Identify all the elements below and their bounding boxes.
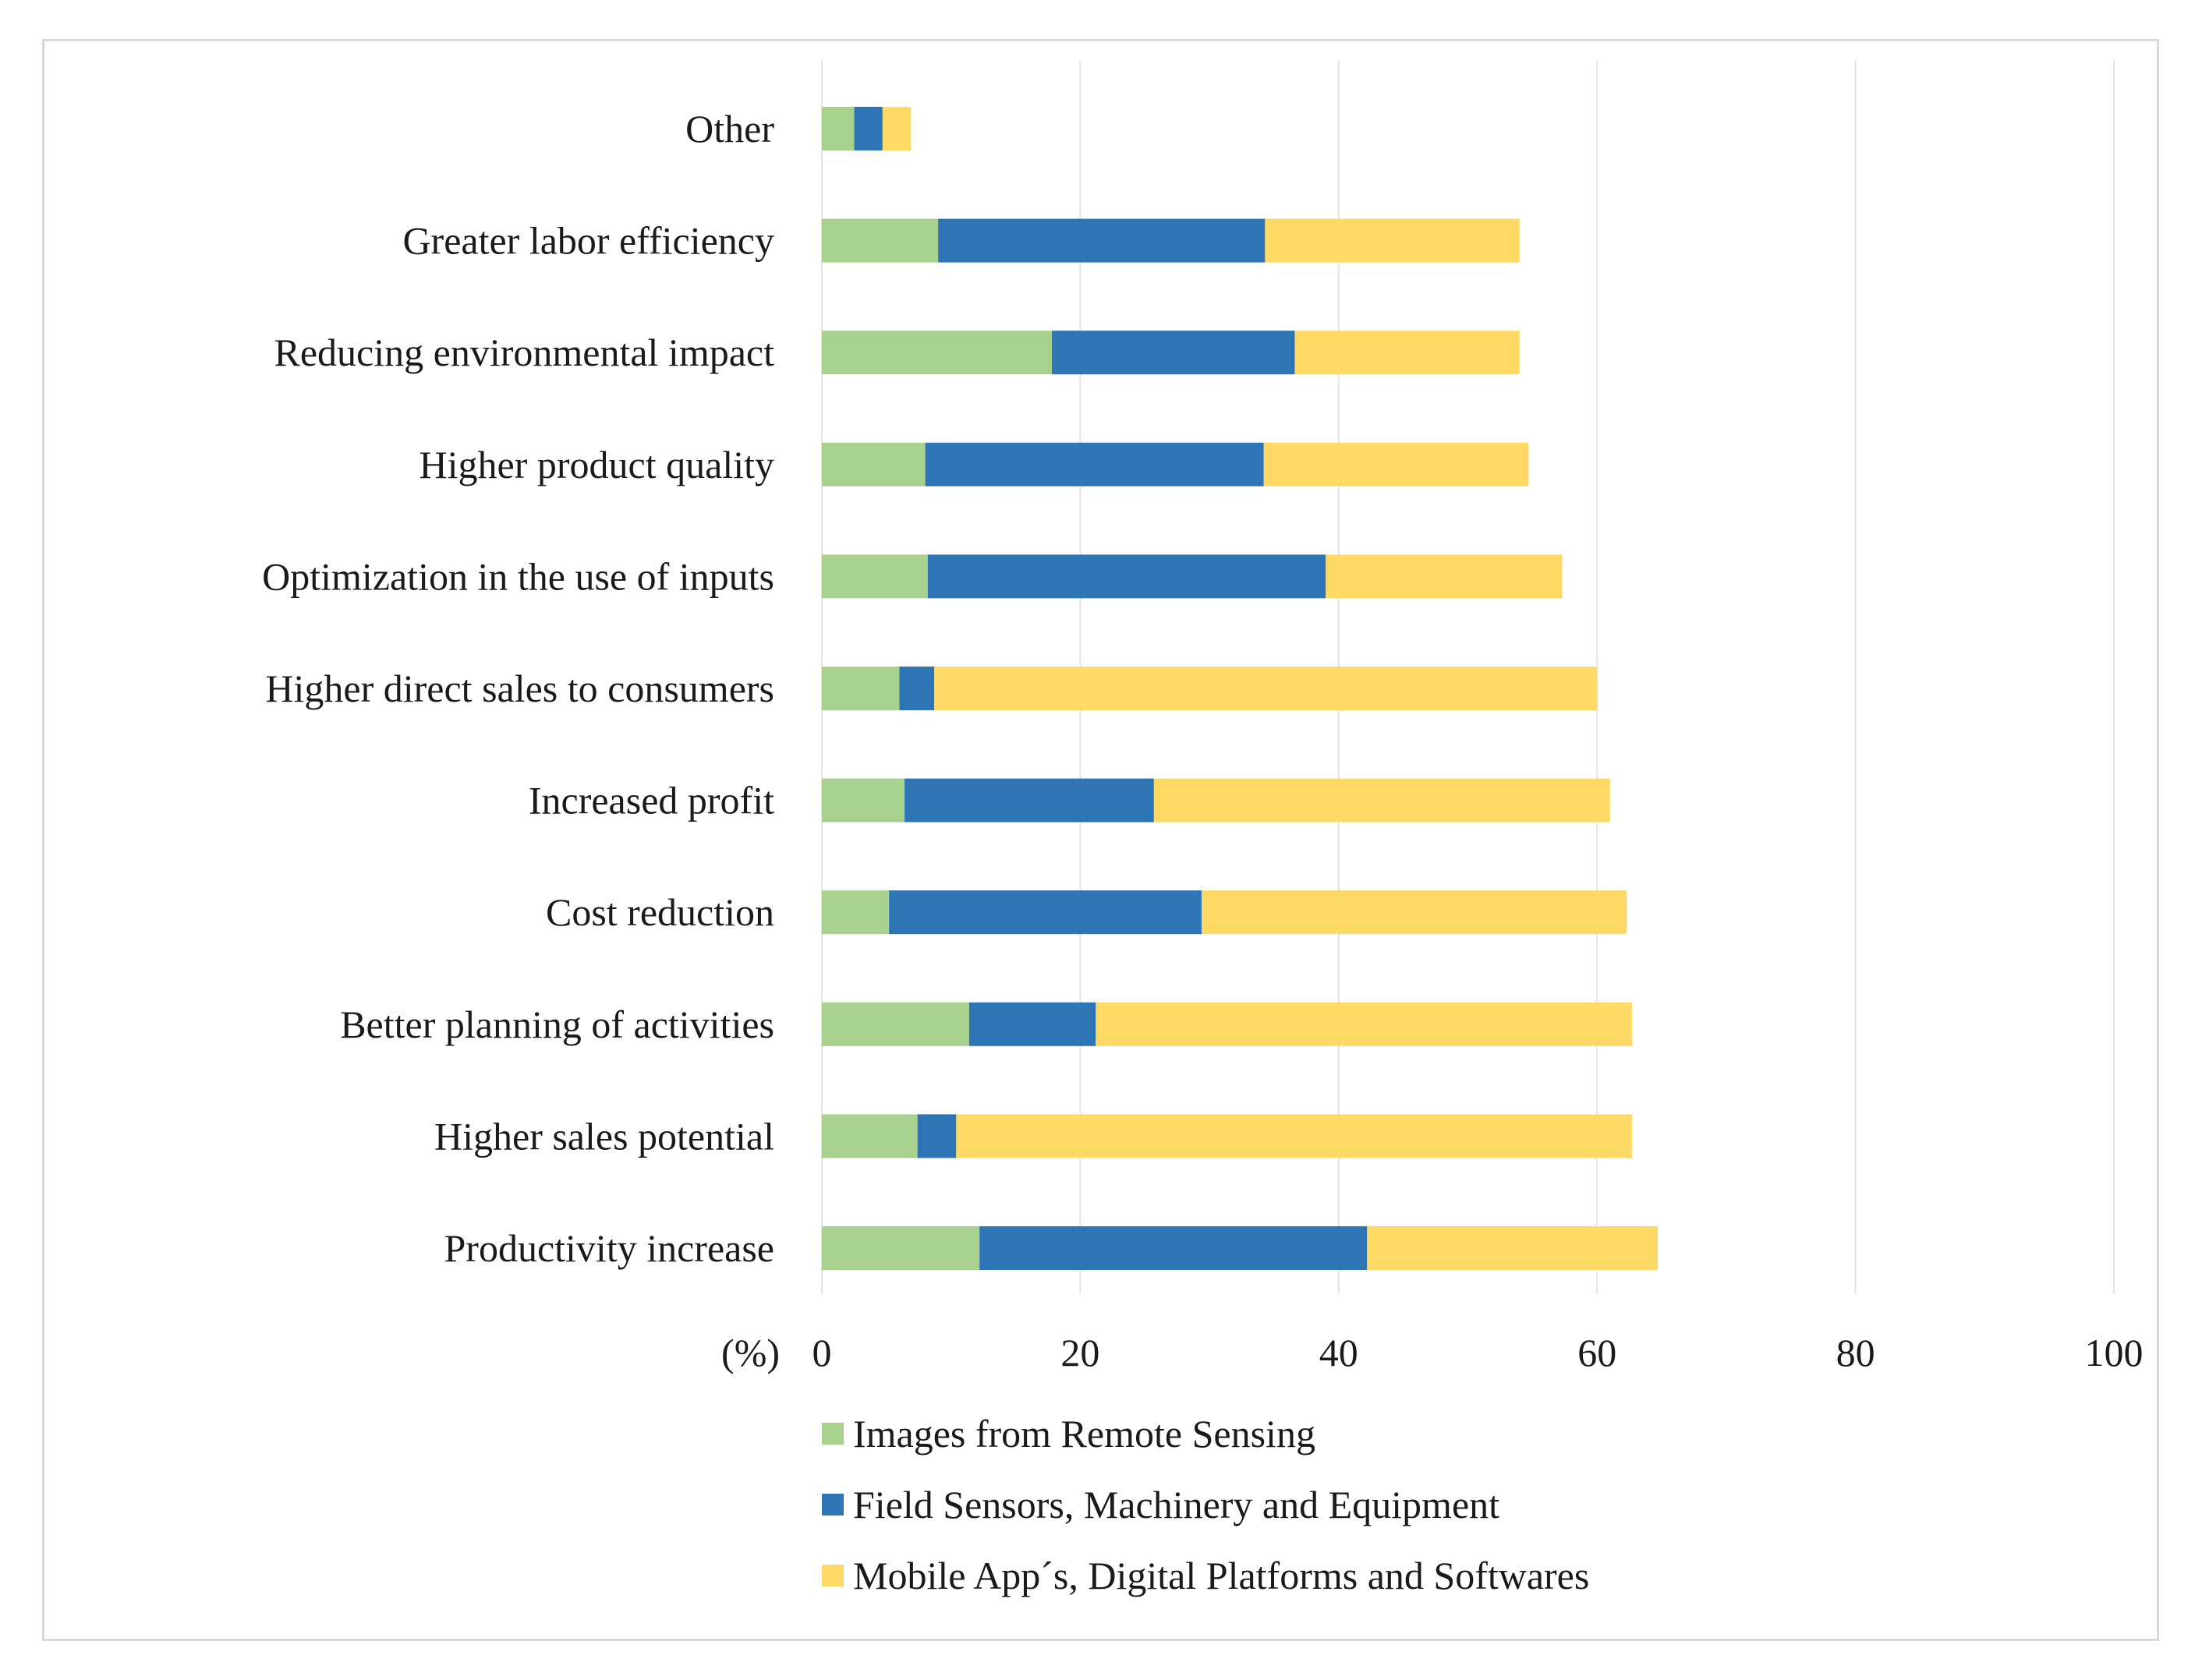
legend-swatch — [822, 1494, 844, 1516]
bar-segment-2-cat-6 — [899, 667, 935, 710]
legend-swatch — [822, 1423, 844, 1445]
legend-label: Field Sensors, Machinery and Equipment — [853, 1483, 1499, 1526]
x-tick-label: 40 — [1319, 1331, 1358, 1374]
bars — [822, 107, 1659, 1270]
category-label: Higher sales potential — [434, 1114, 774, 1158]
x-axis-ticks: 0 20 40 60 80 100 — [813, 1331, 2144, 1374]
legend: Images from Remote Sensing Field Sensors,… — [822, 1412, 1589, 1597]
bar-segment-2-cat-3 — [968, 1002, 1096, 1046]
bar-segment-1-cat-2 — [822, 1114, 918, 1158]
bar-segment-1-cat-7 — [822, 554, 928, 599]
bar-segment-3-cat-5 — [1153, 778, 1610, 822]
bar-segment-2-cat-9 — [1051, 331, 1295, 375]
bar-segment-2-cat-8 — [925, 442, 1264, 486]
gridlines — [821, 61, 2115, 1294]
bar-segment-3-cat-8 — [1263, 442, 1529, 486]
bar-segment-3-cat-11 — [882, 107, 912, 150]
category-label: Greater labor efficiency — [402, 219, 774, 263]
bar-segment-2-cat-11 — [854, 107, 883, 150]
bar-segment-2-cat-5 — [905, 778, 1154, 822]
bar-segment-3-cat-2 — [956, 1114, 1632, 1158]
category-label: Increased profit — [529, 779, 774, 822]
category-label: Productivity increase — [444, 1226, 775, 1270]
legend-swatch — [822, 1565, 844, 1586]
bar-segment-3-cat-4 — [1202, 890, 1627, 935]
x-tick-label: 20 — [1060, 1331, 1099, 1374]
bar-segment-1-cat-11 — [822, 107, 855, 150]
bar-segment-2-cat-7 — [927, 554, 1326, 599]
category-labels: Productivity increase Higher sales potent… — [262, 107, 774, 1270]
bar-segment-1-cat-4 — [822, 890, 890, 935]
bar-segment-2-cat-10 — [938, 218, 1266, 263]
bar-segment-2-cat-2 — [917, 1114, 957, 1158]
category-label: Higher product quality — [420, 443, 774, 486]
bar-segment-1-cat-6 — [822, 667, 900, 710]
bar-segment-1-cat-10 — [822, 218, 939, 263]
chart-frame — [42, 39, 2159, 1641]
bar-segment-3-cat-3 — [1096, 1002, 1632, 1046]
bar-segment-1-cat-8 — [822, 442, 926, 486]
bar-segment-3-cat-7 — [1326, 554, 1563, 599]
category-label: Optimization in the use of inputs — [262, 554, 774, 598]
category-label: Cost reduction — [546, 890, 774, 934]
bar-segment-3-cat-9 — [1294, 331, 1520, 375]
bar-segment-2-cat-4 — [889, 890, 1202, 935]
category-label: Other — [685, 107, 774, 150]
x-tick-label: 60 — [1577, 1331, 1616, 1374]
bar-segment-1-cat-9 — [822, 331, 1052, 375]
bar-segment-3-cat-10 — [1265, 218, 1520, 263]
x-tick-label: 0 — [813, 1331, 832, 1374]
category-label: Reducing environmental impact — [274, 331, 775, 374]
bar-segment-1-cat-5 — [822, 778, 905, 822]
x-axis-unit-label: (%) — [721, 1331, 780, 1374]
x-tick-label: 100 — [2085, 1331, 2144, 1374]
bar-segment-1-cat-3 — [822, 1002, 969, 1046]
bar-segment-1-cat-1 — [822, 1226, 980, 1270]
bar-segment-3-cat-1 — [1367, 1226, 1659, 1270]
category-label: Better planning of activities — [340, 1003, 774, 1046]
bar-segment-2-cat-1 — [979, 1226, 1368, 1270]
x-tick-label: 80 — [1836, 1331, 1875, 1374]
legend-label: Mobile App´s, Digital Platforms and Soft… — [853, 1554, 1589, 1597]
category-label: Higher direct sales to consumers — [265, 667, 774, 710]
bar-segment-3-cat-6 — [934, 667, 1598, 710]
legend-label: Images from Remote Sensing — [853, 1412, 1315, 1455]
